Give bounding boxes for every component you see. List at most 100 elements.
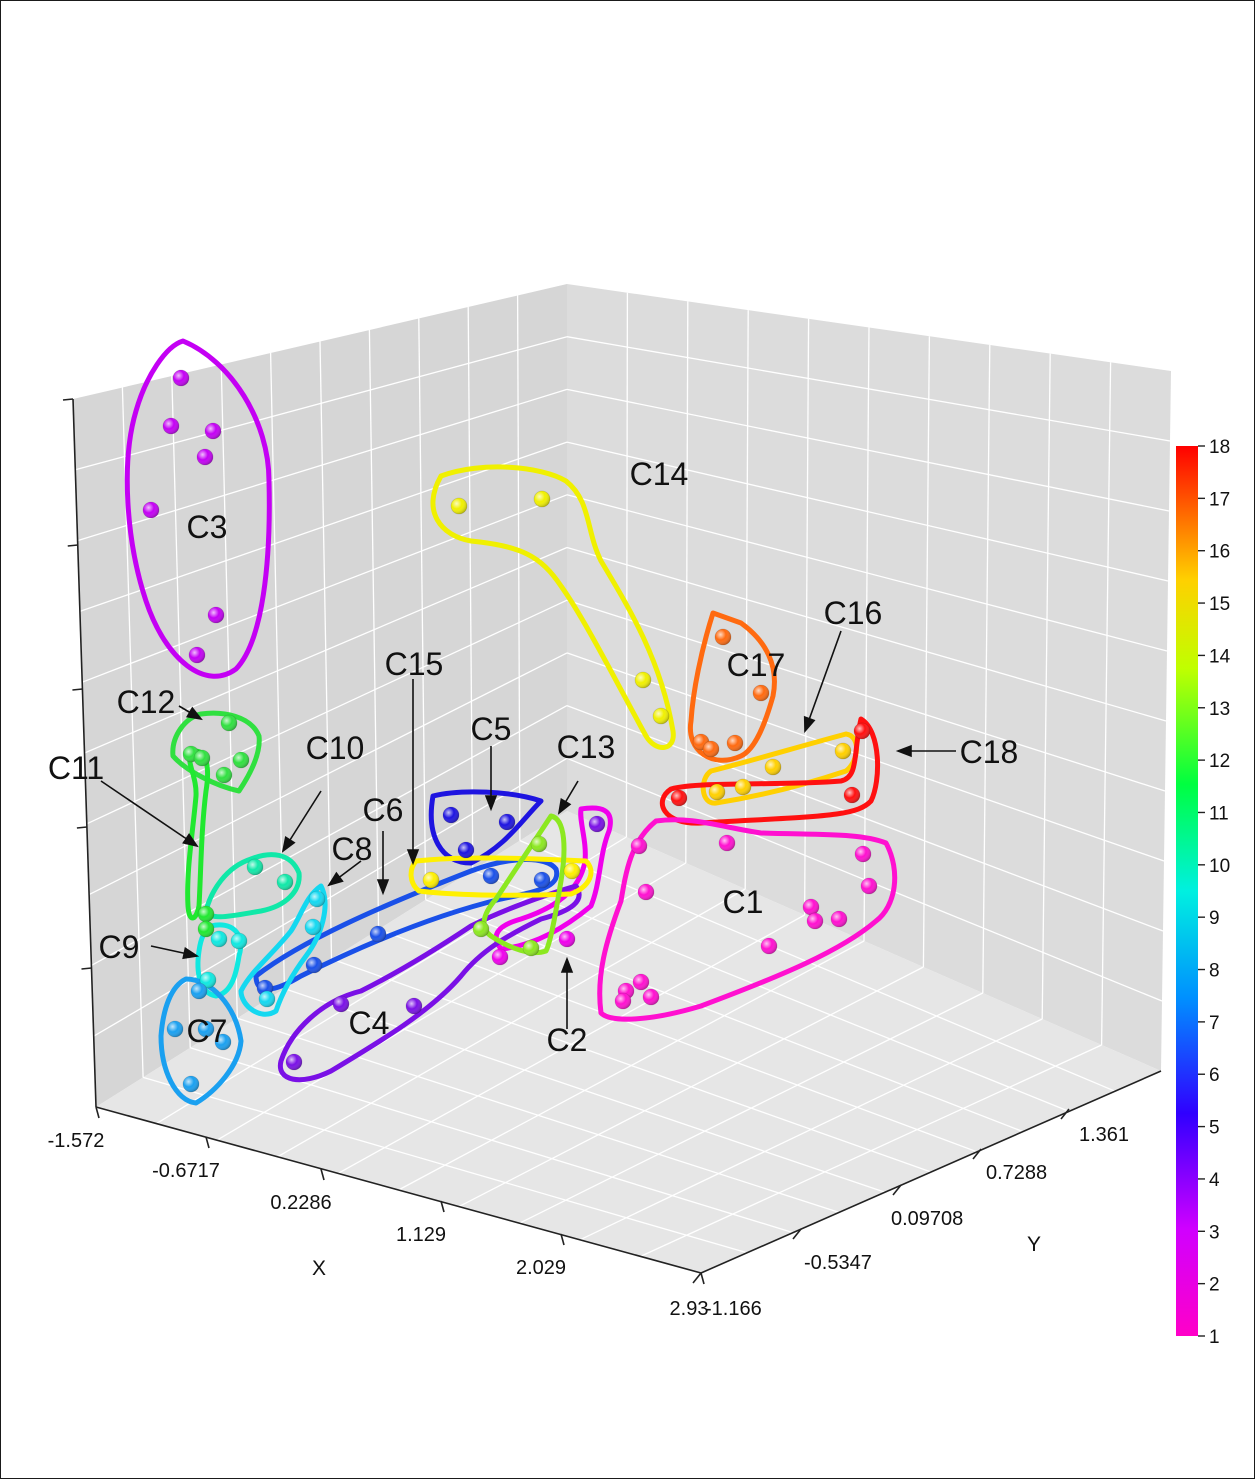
data-point-shading xyxy=(198,906,214,922)
cluster-label-c14: C14 xyxy=(630,456,689,492)
data-point-shading xyxy=(709,784,725,800)
x-axis-line xyxy=(95,1106,702,1274)
data-point-shading xyxy=(370,926,386,942)
data-point-shading xyxy=(715,629,731,645)
x-axis-ticks: -1.572 -0.6717 0.2286 1.129 2.029 2.93 xyxy=(48,1106,709,1320)
grid-line xyxy=(75,336,568,471)
grid-line xyxy=(86,599,568,825)
y-axis-label: Y xyxy=(1027,1233,1041,1256)
outline-c5 xyxy=(428,789,544,866)
colorbar-tick-label: 10 xyxy=(1209,856,1230,877)
y-axis-ticks: -1.166 -0.5347 0.09708 0.7288 1.361 xyxy=(692,1108,1129,1320)
y-tick-mark xyxy=(792,1228,802,1240)
data-point-shading xyxy=(191,983,207,999)
cluster-label-c2: C2 xyxy=(547,1022,588,1058)
colorbar-tick-label: 14 xyxy=(1209,646,1231,667)
cluster-label-c1: C1 xyxy=(723,884,764,920)
data-point-shading xyxy=(831,911,847,927)
data-point-shading xyxy=(143,502,159,518)
data-point-shading xyxy=(247,859,263,875)
colorbar-tick-label: 11 xyxy=(1209,803,1229,824)
y-tick-label: 1.361 xyxy=(1079,1124,1129,1146)
data-point-shading xyxy=(198,1021,214,1037)
grid-line xyxy=(566,704,1164,932)
colorbar-tick-label: 15 xyxy=(1209,594,1230,615)
floor xyxy=(96,811,1161,1273)
left-wall xyxy=(73,284,567,1107)
grid-line xyxy=(519,840,1116,1092)
outline-c1 xyxy=(597,817,898,1022)
colorbar-tick-label: 16 xyxy=(1209,542,1230,563)
data-point-shading xyxy=(844,787,860,803)
outline-c10 xyxy=(203,852,302,920)
cluster-label-c11: C11 xyxy=(48,750,104,786)
data-point-shading xyxy=(523,940,539,956)
outline-c3 xyxy=(124,338,272,679)
data-point-shading xyxy=(765,759,781,775)
cluster-labels: C1 C2 C3 C4 C5 C6 C7 C8 C9 C10 C11 C12 C13 C14 C15 C16 C… xyxy=(48,456,1019,1058)
data-point-shading xyxy=(286,1054,302,1070)
x-tick-mark xyxy=(205,1136,210,1149)
cluster-label-c15: C15 xyxy=(385,646,444,682)
grid-line xyxy=(79,441,568,613)
data-point-shading xyxy=(803,899,819,915)
grid-line xyxy=(88,652,568,896)
data-point-shading xyxy=(499,814,515,830)
data-point-shading xyxy=(451,498,467,514)
data-point-shading xyxy=(719,835,735,851)
data-point-shading xyxy=(208,607,224,623)
colorbar-tick-label: 17 xyxy=(1209,489,1230,510)
data-point-shading xyxy=(194,750,210,766)
grid-line xyxy=(142,1076,748,1254)
x-axis-label: X xyxy=(312,1257,326,1280)
arrow-line xyxy=(100,780,198,847)
cluster-label-c18: C18 xyxy=(960,734,1019,770)
cluster-label-c6: C6 xyxy=(363,792,404,828)
outline-c18 xyxy=(659,716,881,826)
data-point-shading xyxy=(333,996,349,1012)
data-point-shading xyxy=(727,735,743,751)
data-point-shading xyxy=(163,418,179,434)
grid-line xyxy=(81,494,568,683)
data-point-shading xyxy=(458,842,474,858)
data-point-shading xyxy=(564,863,580,879)
data-point-shading xyxy=(406,998,422,1014)
grid-line xyxy=(566,441,1169,582)
cluster-label-c7: C7 xyxy=(187,1013,228,1049)
data-point-shading xyxy=(761,938,777,954)
colorbar-tick-label: 12 xyxy=(1209,751,1230,772)
data-point-shading xyxy=(221,715,237,731)
data-point-shading xyxy=(306,957,322,973)
data-point-shading xyxy=(183,1076,199,1092)
arrow-line xyxy=(804,630,842,732)
outline-c16 xyxy=(700,731,859,806)
grid-line xyxy=(77,388,568,542)
colorbar-tick-label: 7 xyxy=(1209,1013,1220,1034)
x-tick-label: 1.129 xyxy=(396,1224,446,1246)
grid-line xyxy=(91,705,568,966)
data-point-shading xyxy=(653,708,669,724)
x-tick-mark xyxy=(700,1272,705,1285)
z-tick-mark xyxy=(72,688,83,691)
data-point-shading xyxy=(215,1034,231,1050)
data-point-shading xyxy=(635,672,651,688)
data-point-shading xyxy=(167,1021,183,1037)
outline-c14 xyxy=(430,464,676,750)
y-tick-label: -1.166 xyxy=(705,1298,762,1320)
x-tick-label: 0.2286 xyxy=(270,1192,331,1214)
annotation-arrows xyxy=(100,630,956,1029)
data-point-shading xyxy=(615,993,631,1009)
data-point-shading xyxy=(638,884,654,900)
cluster-label-c16: C16 xyxy=(824,595,883,631)
grid-line xyxy=(566,494,1168,652)
outline-c6 xyxy=(253,857,560,992)
cluster-label-c4: C4 xyxy=(349,1005,390,1041)
data-point-shading xyxy=(559,931,575,947)
data-point-shading xyxy=(277,874,293,890)
x-tick-label: 2.93 xyxy=(670,1298,709,1320)
cluster-label-c8: C8 xyxy=(332,831,373,867)
outline-c11 xyxy=(185,748,210,921)
data-point-shading xyxy=(753,685,769,701)
data-point-shading xyxy=(534,491,550,507)
